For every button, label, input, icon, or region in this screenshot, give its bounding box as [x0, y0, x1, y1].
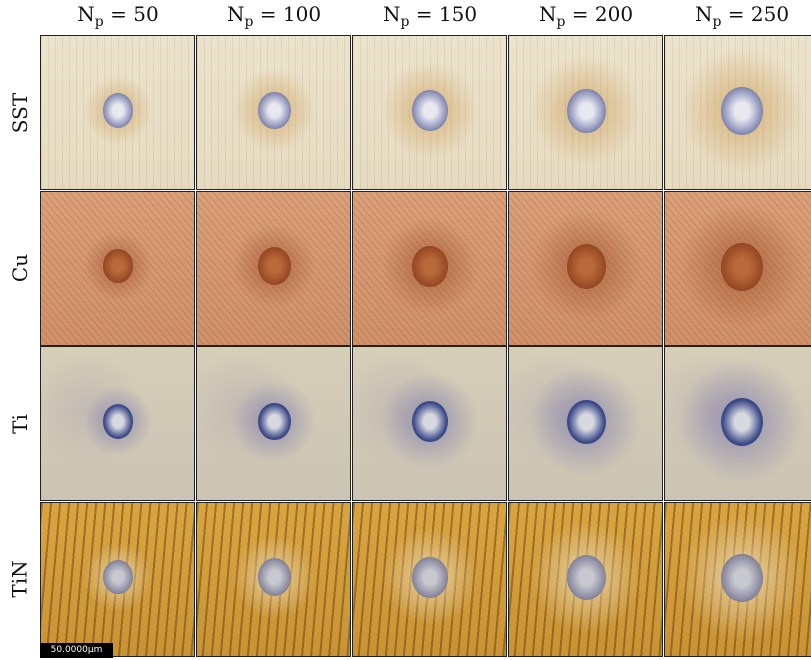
- micrograph: [40, 191, 195, 346]
- micrograph: [196, 346, 351, 501]
- micrograph: [664, 346, 811, 501]
- row-header: Ti: [0, 346, 40, 502]
- crater: [412, 246, 448, 287]
- variable: N: [383, 2, 401, 26]
- row-label: Ti: [8, 414, 32, 434]
- micrograph: [352, 191, 507, 346]
- subscript: p: [712, 14, 721, 30]
- micrograph: [508, 191, 663, 346]
- micrograph: [352, 502, 507, 657]
- micrograph: [352, 346, 507, 501]
- micrograph: [196, 35, 351, 190]
- subscript: p: [95, 14, 104, 30]
- crater: [258, 92, 291, 130]
- micrograph: [508, 346, 663, 501]
- value: = 200: [572, 2, 633, 26]
- micrograph: [40, 35, 195, 190]
- crater: [721, 87, 763, 135]
- crater: [567, 244, 606, 289]
- row-header: TiN: [0, 502, 40, 658]
- subscript: p: [400, 14, 409, 30]
- variable: N: [539, 2, 557, 26]
- crater: [721, 243, 763, 291]
- micrograph: [664, 191, 811, 346]
- micrograph: [40, 502, 195, 657]
- subscript: p: [244, 14, 253, 30]
- micrograph: [196, 502, 351, 657]
- micrograph: [664, 502, 811, 657]
- figure: Np = 50Np = 100Np = 150Np = 200Np = 250S…: [0, 0, 811, 660]
- micrograph: [40, 346, 195, 501]
- column-header: Np = 250: [664, 2, 811, 30]
- crater: [721, 398, 763, 446]
- value: = 50: [110, 2, 159, 26]
- variable: N: [227, 2, 245, 26]
- crater: [412, 401, 448, 442]
- value: = 150: [416, 2, 477, 26]
- row-header: Cu: [0, 191, 40, 347]
- micrograph: [508, 35, 663, 190]
- crater: [258, 558, 291, 596]
- crater: [103, 93, 133, 128]
- row-label: TiN: [8, 561, 32, 598]
- column-header: Np = 150: [352, 2, 508, 30]
- column-header: Np = 50: [40, 2, 196, 30]
- scale-bar: 50.0000μm: [40, 643, 113, 658]
- value: = 100: [260, 2, 321, 26]
- crater: [103, 560, 133, 595]
- micrograph: [352, 35, 507, 190]
- subscript: p: [556, 14, 565, 30]
- column-header: Np = 100: [196, 2, 352, 30]
- value: = 250: [728, 2, 789, 26]
- row-header: SST: [0, 35, 40, 191]
- variable: N: [695, 2, 713, 26]
- crater: [258, 403, 291, 441]
- crater: [567, 89, 606, 134]
- row-label: Cu: [8, 254, 32, 282]
- micrograph: [196, 191, 351, 346]
- crater: [103, 249, 133, 284]
- variable: N: [77, 2, 95, 26]
- crater: [103, 404, 133, 439]
- crater: [258, 247, 291, 285]
- crater: [412, 557, 448, 598]
- row-label: SST: [8, 93, 32, 133]
- crater: [721, 554, 763, 602]
- micrograph: [508, 502, 663, 657]
- micrograph: [664, 35, 811, 190]
- crater: [412, 90, 448, 131]
- crater: [567, 400, 606, 445]
- crater: [567, 555, 606, 600]
- column-header: Np = 200: [508, 2, 664, 30]
